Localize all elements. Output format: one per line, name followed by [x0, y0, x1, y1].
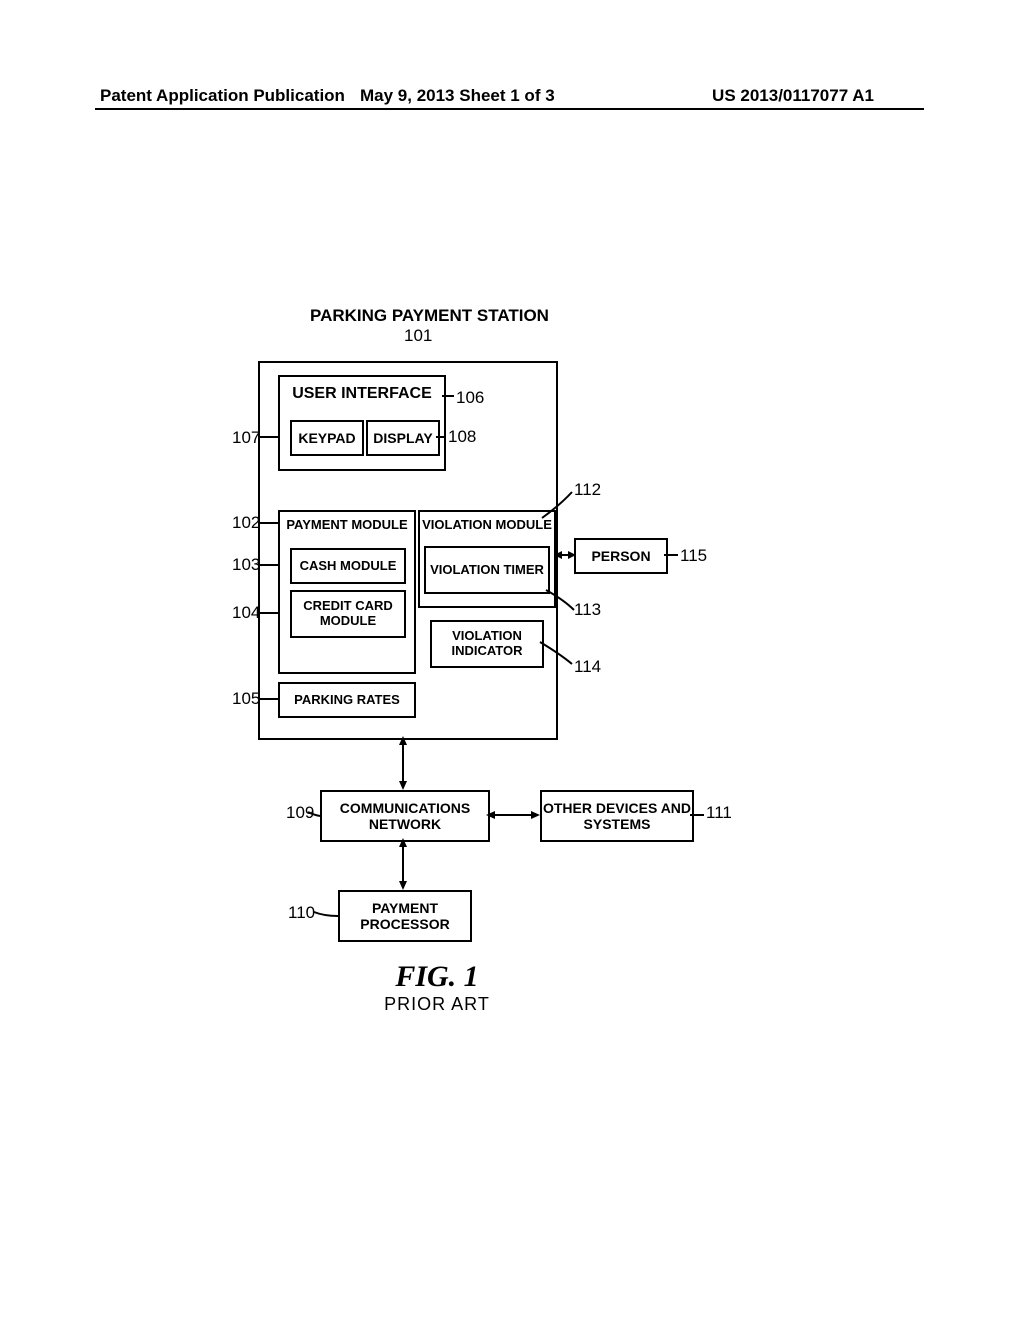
box-violation-timer: VIOLATION TIMER [424, 546, 550, 594]
label-violation-indicator: VIOLATION INDICATOR [432, 629, 542, 659]
page: Patent Application Publication May 9, 20… [0, 0, 1024, 1320]
label-violation-timer: VIOLATION TIMER [430, 563, 544, 578]
arrow-main-person [554, 548, 576, 562]
ref-106: 106 [456, 388, 484, 408]
tick-108 [436, 436, 446, 438]
label-payment-module: PAYMENT MODULE [286, 518, 407, 533]
tick-106 [442, 395, 454, 397]
box-person: PERSON [574, 538, 668, 574]
header-right: US 2013/0117077 A1 [712, 86, 874, 106]
box-display: DISPLAY [366, 420, 440, 456]
ref-115: 115 [680, 546, 707, 566]
tick-105 [258, 698, 278, 700]
header-rule [95, 108, 924, 110]
diagram-title: PARKING PAYMENT STATION [310, 306, 549, 326]
tick-104 [258, 612, 278, 614]
figure-number: FIG. 1 [372, 960, 502, 994]
lead-110 [314, 906, 340, 922]
label-keypad: KEYPAD [298, 430, 355, 446]
label-credit-module: CREDIT CARD MODULE [292, 599, 404, 629]
tick-102 [258, 522, 278, 524]
header-left: Patent Application Publication [100, 86, 345, 106]
label-person: PERSON [591, 548, 650, 564]
box-other-devices: OTHER DEVICES AND SYSTEMS [540, 790, 694, 842]
lead-114 [540, 640, 580, 670]
label-display: DISPLAY [373, 430, 432, 446]
box-parking-rates: PARKING RATES [278, 682, 416, 718]
tick-103 [258, 564, 278, 566]
tick-115 [664, 554, 678, 556]
label-violation-module: VIOLATION MODULE [422, 518, 552, 533]
box-keypad: KEYPAD [290, 420, 364, 456]
lead-109 [308, 806, 324, 822]
box-violation-indicator: VIOLATION INDICATOR [430, 620, 544, 668]
figure-caption: FIG. 1 PRIOR ART [372, 960, 502, 1015]
ref-102: 102 [232, 513, 260, 533]
figure-subtitle: PRIOR ART [372, 994, 502, 1015]
ref-108: 108 [448, 427, 476, 447]
label-payment-processor: PAYMENT PROCESSOR [340, 900, 470, 932]
lead-112 [540, 490, 590, 530]
box-credit-module: CREDIT CARD MODULE [290, 590, 406, 638]
arrow-comms-processor [396, 838, 410, 890]
label-comms-network: COMMUNICATIONS NETWORK [322, 800, 488, 832]
ref-103: 103 [232, 555, 260, 575]
ref-107: 107 [232, 428, 260, 448]
box-cash-module: CASH MODULE [290, 548, 406, 584]
ref-101: 101 [404, 326, 432, 346]
arrow-main-comms [396, 736, 410, 790]
box-payment-processor: PAYMENT PROCESSOR [338, 890, 472, 942]
ref-104: 104 [232, 603, 260, 623]
label-user-interface: USER INTERFACE [292, 385, 432, 403]
tick-107 [258, 436, 278, 438]
label-other-devices: OTHER DEVICES AND SYSTEMS [542, 800, 692, 832]
ref-105: 105 [232, 689, 260, 709]
tick-111 [690, 814, 704, 816]
arrow-comms-other [486, 808, 540, 822]
label-parking-rates: PARKING RATES [294, 693, 400, 708]
ref-111: 111 [706, 803, 732, 823]
lead-113 [546, 588, 586, 618]
ref-110: 110 [288, 903, 315, 923]
box-comms-network: COMMUNICATIONS NETWORK [320, 790, 490, 842]
label-cash-module: CASH MODULE [300, 559, 397, 574]
header-center: May 9, 2013 Sheet 1 of 3 [360, 86, 555, 106]
